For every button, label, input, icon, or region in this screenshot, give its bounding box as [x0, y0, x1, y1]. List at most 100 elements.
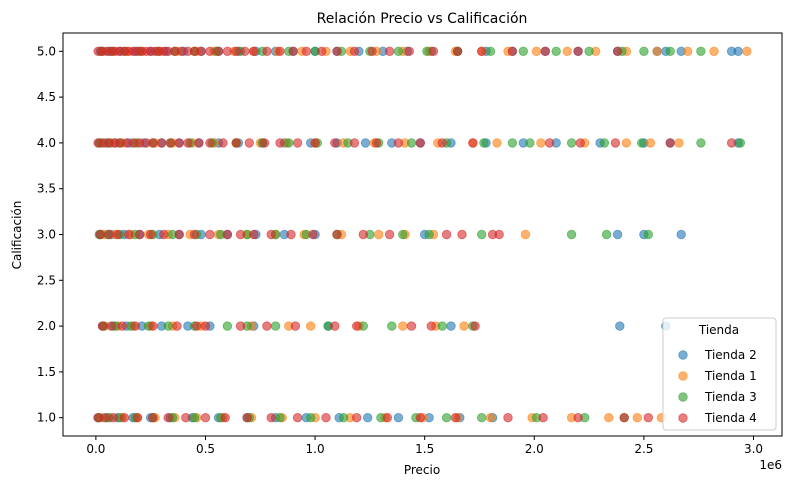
x-tick-label: 1.5	[415, 442, 434, 456]
data-point-series-4	[393, 138, 404, 148]
data-point-series-4	[470, 321, 480, 331]
points-layer	[93, 46, 752, 423]
data-point-series-3	[525, 138, 535, 148]
data-point-series-4	[428, 46, 439, 57]
data-point-series-1	[393, 413, 404, 423]
data-point-series-2	[492, 138, 502, 148]
data-point-series-2	[459, 321, 469, 331]
legend: Tienda Tienda 2 Tienda 1 Tienda 3 Tienda 4	[662, 317, 777, 431]
data-point-series-4	[507, 46, 518, 57]
data-point-series-4	[301, 46, 312, 57]
data-point-series-3	[387, 321, 397, 331]
data-point-series-4	[538, 413, 548, 423]
data-point-series-2	[621, 138, 632, 148]
data-point-series-4	[145, 229, 156, 240]
data-point-series-4	[156, 138, 167, 148]
data-point-series-4	[119, 413, 130, 423]
data-point-series-4	[244, 138, 255, 148]
data-point-series-4	[415, 413, 426, 423]
data-point-series-2	[632, 413, 643, 423]
data-point-series-3	[639, 46, 649, 57]
data-point-series-4	[540, 46, 551, 57]
data-point-series-4	[477, 46, 487, 57]
data-point-series-4	[349, 138, 360, 148]
data-point-series-4	[330, 321, 340, 331]
data-point-series-4	[426, 321, 437, 331]
data-point-series-4	[288, 46, 298, 57]
data-point-series-4	[148, 413, 158, 423]
data-point-series-4	[437, 138, 447, 148]
data-point-series-4	[165, 138, 176, 148]
data-point-series-4	[321, 413, 331, 423]
chart-title: Relación Precio vs Calificación	[317, 11, 528, 27]
data-point-series-4	[575, 138, 586, 148]
data-point-series-2	[709, 46, 719, 57]
data-point-series-4	[172, 321, 182, 331]
data-point-series-4	[220, 413, 230, 423]
data-point-series-4	[349, 46, 360, 57]
data-point-series-4	[191, 321, 202, 331]
data-point-series-4	[262, 46, 272, 57]
y-tick-label: 3.5	[37, 182, 56, 196]
data-point-series-2	[485, 413, 496, 423]
data-point-series-4	[452, 46, 463, 57]
data-point-series-4	[132, 413, 143, 423]
data-point-series-4	[213, 46, 224, 57]
legend-entries: Tienda 2 Tienda 1 Tienda 3 Tienda 4	[678, 348, 757, 425]
data-point-series-3	[665, 46, 675, 57]
data-point-series-3	[601, 229, 612, 240]
legend-title: Tienda	[698, 323, 739, 337]
data-point-series-3	[518, 46, 529, 57]
x-tick-label: 2.0	[525, 442, 544, 456]
data-point-series-4	[275, 46, 285, 57]
data-point-series-4	[231, 138, 241, 148]
y-tick-label: 4.5	[37, 90, 56, 104]
data-point-series-3	[735, 138, 746, 148]
data-point-series-2	[562, 46, 572, 57]
data-point-series-4	[292, 413, 303, 423]
data-point-series-3	[338, 413, 349, 423]
data-point-series-3	[424, 229, 434, 240]
data-point-series-4	[610, 138, 621, 148]
y-tick-label: 1.5	[37, 365, 56, 379]
legend-box	[662, 317, 777, 431]
data-point-series-2	[306, 321, 316, 331]
legend-marker-series-2	[678, 371, 688, 381]
data-point-series-4	[99, 413, 110, 423]
data-point-series-4	[573, 46, 583, 57]
data-point-series-4	[159, 229, 169, 240]
data-point-series-4	[124, 229, 134, 240]
legend-label-series-3: Tienda 3	[704, 390, 757, 404]
data-point-series-4	[384, 46, 395, 57]
data-point-series-4	[235, 229, 246, 240]
data-point-series-4	[665, 138, 675, 148]
x-tick-label: 0.0	[86, 442, 105, 456]
data-point-series-4	[242, 413, 252, 423]
data-point-series-2	[536, 138, 546, 148]
data-point-series-4	[494, 229, 504, 240]
data-point-series-4	[108, 413, 119, 423]
data-point-series-4	[134, 229, 145, 240]
data-point-series-3	[566, 138, 577, 148]
data-point-series-4	[248, 229, 259, 240]
data-point-series-3	[306, 413, 316, 423]
data-point-series-4	[205, 46, 215, 57]
legend-marker-series-1	[678, 350, 688, 360]
data-point-series-3	[643, 229, 654, 240]
data-point-series-4	[573, 413, 583, 423]
y-tick-label: 1.0	[37, 411, 56, 425]
data-point-series-4	[181, 413, 191, 423]
data-point-series-4	[266, 229, 276, 240]
data-point-series-4	[441, 229, 452, 240]
y-tick-label: 2.0	[37, 319, 56, 333]
y-tick-label: 5.0	[37, 44, 56, 58]
data-point-series-4	[643, 413, 654, 423]
data-point-series-4	[163, 413, 173, 423]
x-tick-label: 3.0	[744, 442, 763, 456]
data-point-series-1	[612, 229, 623, 240]
data-point-series-4	[384, 229, 395, 240]
data-point-series-4	[332, 229, 342, 240]
data-point-series-4	[95, 229, 106, 240]
